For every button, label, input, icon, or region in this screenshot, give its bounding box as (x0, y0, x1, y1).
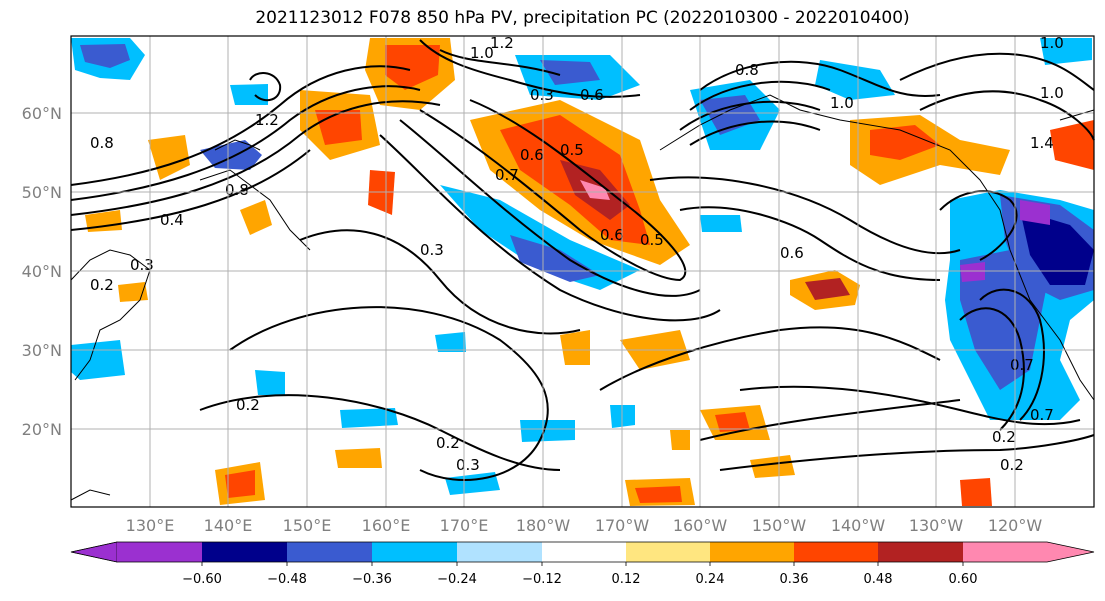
lat-label: 30°N (22, 341, 62, 360)
contour-label: 0.3 (420, 241, 444, 259)
lon-label: 160°E (362, 516, 411, 535)
contour-label: 1.2 (490, 34, 514, 52)
contour-label: 0.2 (1000, 456, 1024, 474)
contour-label: 1.2 (255, 111, 279, 129)
lon-label: 130°W (909, 516, 964, 535)
colorbar-segment (710, 542, 794, 562)
colorbar-tick-label: 0.60 (949, 572, 978, 587)
colorbar-segment (963, 542, 1047, 562)
contour-label: 0.6 (580, 86, 604, 104)
contour-label: 0.2 (436, 434, 460, 452)
contour-label: 0.8 (735, 61, 759, 79)
contour-label: 0.3 (130, 256, 154, 274)
contour-label: 0.6 (780, 244, 804, 262)
lon-label: 170°E (440, 516, 489, 535)
contour-label: 1.0 (1040, 34, 1064, 52)
colorbar-segment (457, 542, 542, 562)
lon-label: 170°W (595, 516, 650, 535)
contour-label: 0.8 (225, 181, 249, 199)
lon-label: 120°W (988, 516, 1043, 535)
contour-label: 0.5 (640, 231, 664, 249)
contour-label: 1.0 (470, 44, 494, 62)
colorbar-tick-label: −0.12 (522, 572, 562, 587)
lat-label: 50°N (22, 183, 62, 202)
lon-label: 180°W (516, 516, 571, 535)
colorbar-segment (794, 542, 878, 562)
colorbar-tick-label: −0.48 (267, 572, 307, 587)
colorbar-segment (542, 542, 626, 562)
colorbar-tick-label: −0.36 (352, 572, 392, 587)
colorbar-tick-label: 0.48 (864, 572, 893, 587)
latitude-labels: 60°N 50°N 40°N 30°N 20°N (22, 104, 62, 439)
colorbar-segment (117, 542, 202, 562)
colorbar-tick-label: 0.12 (612, 572, 641, 587)
contour-labels: 1.0 1.2 0.8 0.8 1.0 1.2 0.7 0.6 0.5 0.6 … (90, 34, 1064, 474)
lon-label: 140°W (831, 516, 886, 535)
contour-label: 0.6 (600, 226, 624, 244)
contour-label: 0.8 (90, 134, 114, 152)
map-title: 2021123012 F078 850 hPa PV, precipitatio… (255, 8, 910, 28)
colorbar: −0.60 −0.48 −0.36 −0.24 −0.12 0.12 0.24 … (70, 541, 1095, 587)
contour-label: 0.2 (236, 396, 260, 414)
lat-label: 60°N (22, 104, 62, 123)
colorbar-segment (287, 542, 372, 562)
colorbar-segment (878, 542, 963, 562)
lat-label: 20°N (22, 420, 62, 439)
map-frame (70, 35, 1095, 508)
contour-label: 0.2 (992, 428, 1016, 446)
lon-label: 150°E (283, 516, 332, 535)
contour-label: 0.7 (1010, 356, 1034, 374)
contour-label: 1.0 (830, 94, 854, 112)
lon-label: 130°E (126, 516, 175, 535)
colorbar-segment (70, 541, 118, 563)
contour-label: 0.6 (520, 146, 544, 164)
longitude-labels: 130°E 140°E 150°E 160°E 170°E 180°W 170°… (126, 516, 1043, 535)
colorbar-segment (626, 542, 710, 562)
contour-label: 0.7 (1030, 406, 1054, 424)
colorbar-tick-label: 0.24 (696, 572, 725, 587)
contour-label: 1.4 (1030, 134, 1054, 152)
precip-shading (71, 38, 1094, 506)
contour-label: 0.2 (90, 276, 114, 294)
contour-label: 0.7 (495, 166, 519, 184)
contour-label: 0.3 (456, 456, 480, 474)
colorbar-tick-label: −0.24 (437, 572, 477, 587)
colorbar-tick-label: −0.60 (182, 572, 222, 587)
colorbar-tick-label: 0.36 (780, 572, 809, 587)
colorbar-segment (1047, 542, 1094, 562)
lon-label: 140°E (204, 516, 253, 535)
lat-label: 40°N (22, 262, 62, 281)
gridlines (71, 36, 1094, 507)
contour-label: 0.3 (530, 86, 554, 104)
contour-label: 0.5 (560, 141, 584, 159)
contour-label: 0.4 (160, 211, 184, 229)
lon-label: 160°W (673, 516, 728, 535)
colorbar-segment (202, 542, 287, 562)
lon-label: 150°W (752, 516, 807, 535)
colorbar-segment (372, 542, 457, 562)
pv-contours (70, 39, 1095, 481)
contour-label: 1.0 (1040, 84, 1064, 102)
